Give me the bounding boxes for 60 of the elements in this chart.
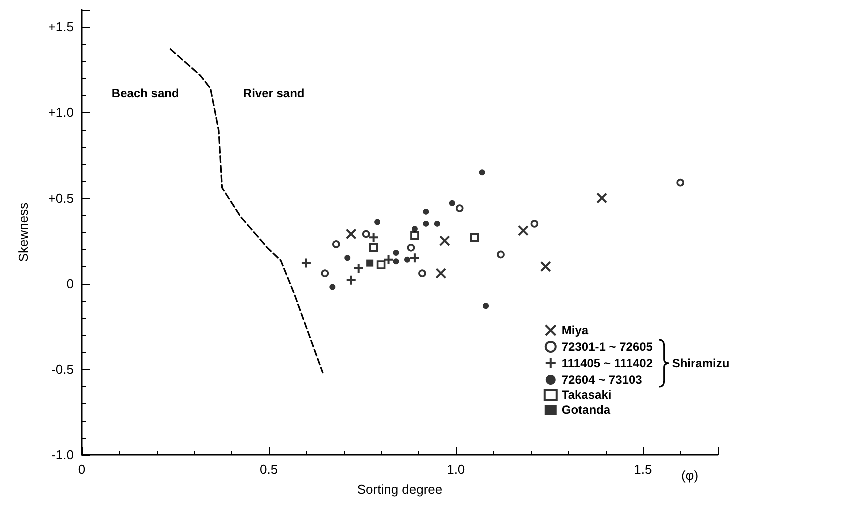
x-axis-title: Sorting degree [357, 482, 443, 497]
x-tick-label: 0 [78, 462, 86, 477]
annotation: Beach sand [112, 86, 180, 101]
point [518, 225, 529, 236]
point [374, 219, 381, 226]
point [332, 240, 340, 248]
point [470, 233, 480, 242]
point [540, 261, 552, 272]
point [456, 204, 464, 212]
y-tick-label: +0.5 [48, 190, 74, 206]
point [369, 244, 378, 252]
point [423, 208, 430, 215]
point [479, 170, 486, 176]
legend-label: Miya [562, 324, 589, 338]
point [439, 236, 450, 247]
point [449, 200, 456, 206]
annotation: River sand [243, 86, 305, 101]
y-tick-label: +1.5 [48, 20, 74, 35]
point [676, 178, 684, 187]
point [393, 258, 400, 265]
point [344, 255, 351, 262]
point [407, 244, 416, 252]
point [362, 230, 370, 238]
legend-label: 72604 ~ 73103 [562, 373, 643, 387]
y-tick-label: -1.0 [52, 448, 74, 462]
point [376, 260, 386, 270]
annotation: Shiramizu [672, 356, 730, 370]
point [412, 226, 418, 232]
point [368, 232, 380, 244]
point [346, 228, 357, 240]
point [423, 220, 430, 227]
y-tick-label: +1.0 [48, 105, 74, 120]
legend-label: Takasaki [562, 388, 612, 402]
point [346, 274, 357, 286]
point [434, 220, 440, 227]
legend-label: 72301-1 ~ 72605 [562, 340, 654, 354]
point [409, 252, 420, 264]
point [330, 284, 336, 290]
point [483, 303, 490, 310]
point [404, 256, 410, 263]
point [530, 220, 539, 228]
x-tick-label: 0.5 [260, 462, 278, 477]
x-tick-label: 1.5 [634, 462, 652, 477]
point [300, 258, 312, 269]
y-tick-label: -0.5 [52, 362, 74, 377]
point [418, 270, 426, 278]
point [383, 254, 394, 266]
y-tick-label: 0 [66, 276, 74, 292]
legend-label: Gotanda [562, 403, 611, 417]
text: (φ) [681, 468, 699, 483]
point [366, 260, 374, 267]
point [436, 268, 447, 280]
x-tick-label: 1.0 [447, 462, 466, 477]
point [410, 232, 420, 240]
point [596, 192, 608, 204]
point [393, 250, 400, 256]
legend-label: 111405 ~ 111402 [562, 356, 654, 370]
y-axis-title: Skewness [16, 202, 31, 262]
point [321, 270, 330, 278]
point [497, 250, 505, 259]
